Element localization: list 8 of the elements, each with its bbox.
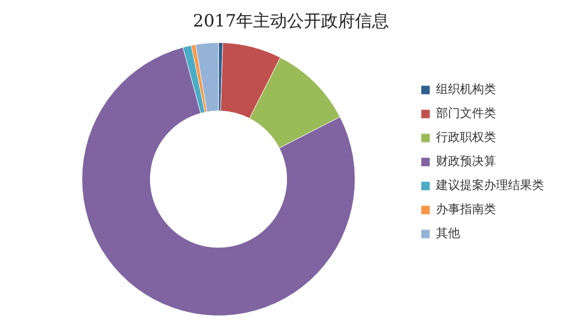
legend-label: 财政预决算: [436, 154, 496, 168]
legend-label: 行政职权类: [436, 130, 496, 144]
legend-label: 组织机构类: [436, 82, 496, 96]
legend-label: 部门文件类: [436, 106, 496, 120]
chart-title: 2017年主动公开政府信息: [192, 12, 390, 32]
legend-label: 建议提案办理结果类: [435, 178, 544, 192]
legend-label: 办事指南类: [436, 202, 496, 216]
legend-label: 其他: [436, 226, 460, 240]
